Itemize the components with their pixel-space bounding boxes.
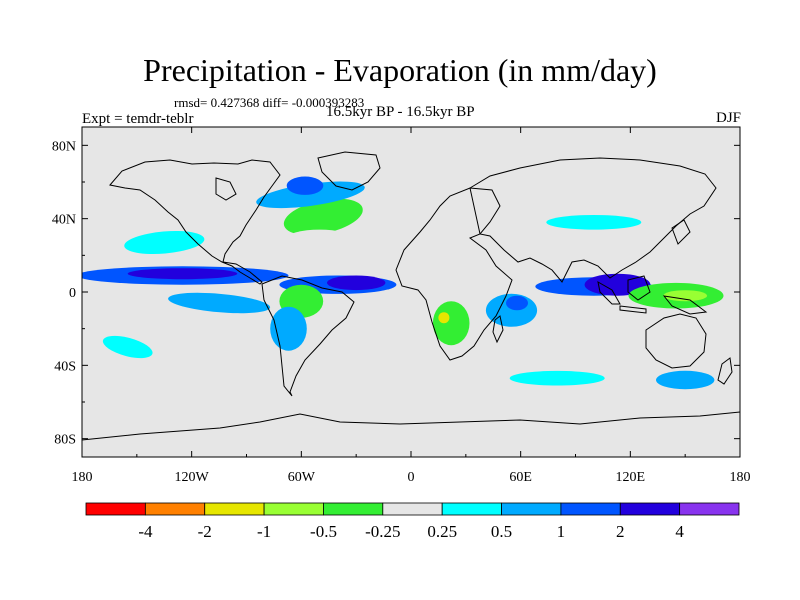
- pe-region-north-pacific-wet: [124, 230, 205, 255]
- pe-region-south-atlantic-dry: [338, 320, 448, 345]
- sumatra-coastline: [597, 281, 621, 305]
- colorbar-label: 1: [557, 522, 566, 541]
- lon-tick-label: 180: [72, 470, 93, 485]
- colorbar-label: -0.25: [365, 522, 400, 541]
- pe-region-south-pacific-wet: [102, 335, 153, 359]
- colorbar-swatch: [382, 502, 443, 516]
- greenland-coastline: [317, 151, 381, 191]
- colorbar-label: 0.5: [491, 522, 512, 541]
- map-axes: 80N 40N 0 40S 80S 180 120W 60W 0 60E 120E 180: [52, 127, 751, 485]
- japan-coastline: [671, 219, 691, 245]
- pe-region-asian-wet-band: [546, 215, 642, 230]
- pe-region-central-atlantic-dry: [286, 229, 353, 248]
- pe-region-western-indian-strong-wet: [506, 295, 528, 311]
- colorbar-swatch: [679, 502, 740, 516]
- europe-africa-coastline: [395, 187, 513, 361]
- java-coastline: [619, 305, 647, 314]
- colorbar-label: 0.25: [427, 522, 457, 541]
- pe-region-north-atlantic-wet-band: [256, 181, 365, 209]
- experiment-label: Expt = temdr-teblr: [82, 111, 194, 127]
- australia-coastline: [645, 313, 707, 369]
- pe-region-equatorial-atlantic-strong-wet: [327, 275, 386, 291]
- lon-tick-label: 60W: [288, 470, 316, 485]
- colorbar-label: -0.5: [310, 522, 337, 541]
- pe-region-southern-africa-strong-dry: [438, 312, 450, 324]
- pe-region-pacific-dry-band: [82, 295, 273, 337]
- colorbar-swatch: [619, 502, 681, 516]
- pe-region-southern-ocean-wet-east: [656, 370, 715, 390]
- colorbar-swatch: [560, 502, 621, 516]
- colorbar-swatch: [85, 502, 146, 516]
- chart-title: Precipitation - Evaporation (in mm/day): [143, 52, 657, 88]
- colorbar-swatch: [263, 502, 324, 516]
- rmsd-diff-stats: rmsd= 0.427368 diff= -0.000393283: [174, 95, 365, 110]
- borneo-coastline: [627, 275, 651, 301]
- new-zealand-coastline: [717, 357, 733, 385]
- colorbar-label: 4: [675, 522, 684, 541]
- lat-tick-label: 0: [69, 286, 76, 301]
- pe-region-eastern-pacific-wet: [168, 292, 271, 314]
- pe-region-southern-ocean-wet: [509, 370, 605, 386]
- hudson-bay-coastline: [215, 177, 237, 201]
- south-america-coastline: [261, 275, 355, 397]
- colorbar-label: 2: [616, 522, 625, 541]
- colorbar-swatch: [501, 502, 562, 516]
- lat-tick-label: 80S: [54, 433, 76, 448]
- lon-tick-label: 120W: [175, 470, 210, 485]
- new-guinea-coastline: [662, 295, 708, 315]
- asia-coastline: [469, 157, 717, 283]
- colorbar-swatch: [323, 502, 384, 516]
- colorbar-swatch: [441, 502, 502, 516]
- colorbar: -4 -2 -1 -0.5 -0.25 0.25 0.5 1 2 4: [85, 502, 740, 541]
- lat-tick-label: 40S: [54, 359, 76, 374]
- colorbar-label: -2: [198, 522, 212, 541]
- lon-tick-label: 120E: [616, 470, 646, 485]
- colorbar-swatch: [204, 502, 265, 516]
- pe-region-southern-africa-dry: [432, 301, 470, 346]
- colorbar-swatch: [144, 502, 206, 516]
- season-label: DJF: [715, 110, 741, 126]
- colorbar-label: -4: [138, 522, 153, 541]
- pe-region-south-america-wet: [270, 306, 307, 351]
- pe-region-australia-dry: [666, 314, 740, 336]
- pe-field-layer: [82, 147, 740, 390]
- lon-tick-label: 180: [730, 470, 751, 485]
- lat-tick-label: 80N: [52, 139, 76, 154]
- madagascar-coastline: [492, 315, 504, 344]
- lon-tick-label: 60E: [509, 470, 532, 485]
- period-label: 16.5kyr BP - 16.5kyr BP: [326, 104, 475, 120]
- north-america-coastline: [109, 159, 281, 285]
- pe-region-labrador-sea-wet: [286, 176, 324, 195]
- coastline-layer: [82, 151, 740, 441]
- lon-tick-label: 0: [408, 470, 415, 485]
- antarctica-coastline: [82, 411, 740, 441]
- colorbar-label: -1: [257, 522, 271, 541]
- lat-tick-label: 40N: [52, 213, 76, 228]
- pe-region-southern-indian-dry: [507, 330, 589, 349]
- pe-region-western-pacific-strong-dry: [663, 290, 708, 302]
- pe-region-tropical-pacific-strong-wet: [127, 268, 238, 280]
- pe-region-north-atlantic-mid: [283, 198, 363, 235]
- pe-region-arctic-dry-patch: [425, 147, 470, 162]
